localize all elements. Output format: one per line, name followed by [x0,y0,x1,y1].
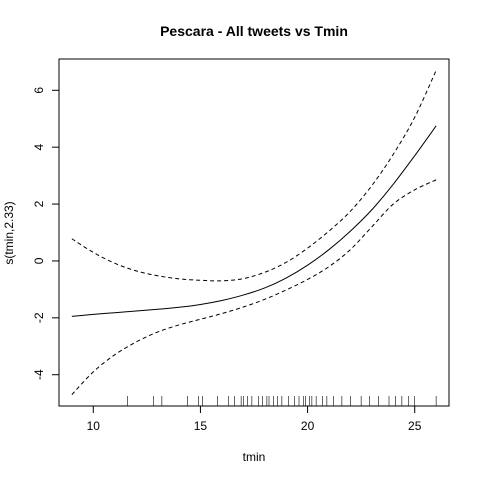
y-tick-label: 0 [32,257,46,264]
chart-title: Pescara - All tweets vs Tmin [160,23,348,39]
y-axis-label: s(tmin,2.33) [2,201,16,264]
smooth-fit-line [71,125,437,317]
y-axis: -4 -2 0 2 4 6 [32,87,60,380]
y-tick-label: 4 [32,144,46,151]
upper-confidence-band [71,70,437,282]
y-tick-label: -4 [32,369,46,380]
y-tick-label: -2 [32,312,46,323]
x-tick-label: 25 [408,419,422,433]
rug-plot [127,396,437,406]
x-tick-label: 10 [87,419,101,433]
curves [71,70,437,395]
x-axis-label: tmin [243,450,266,464]
x-tick-label: 20 [301,419,315,433]
y-tick-label: 6 [32,87,46,94]
x-tick-label: 15 [194,419,208,433]
lower-confidence-band [71,179,437,395]
y-tick-label: 2 [32,200,46,207]
